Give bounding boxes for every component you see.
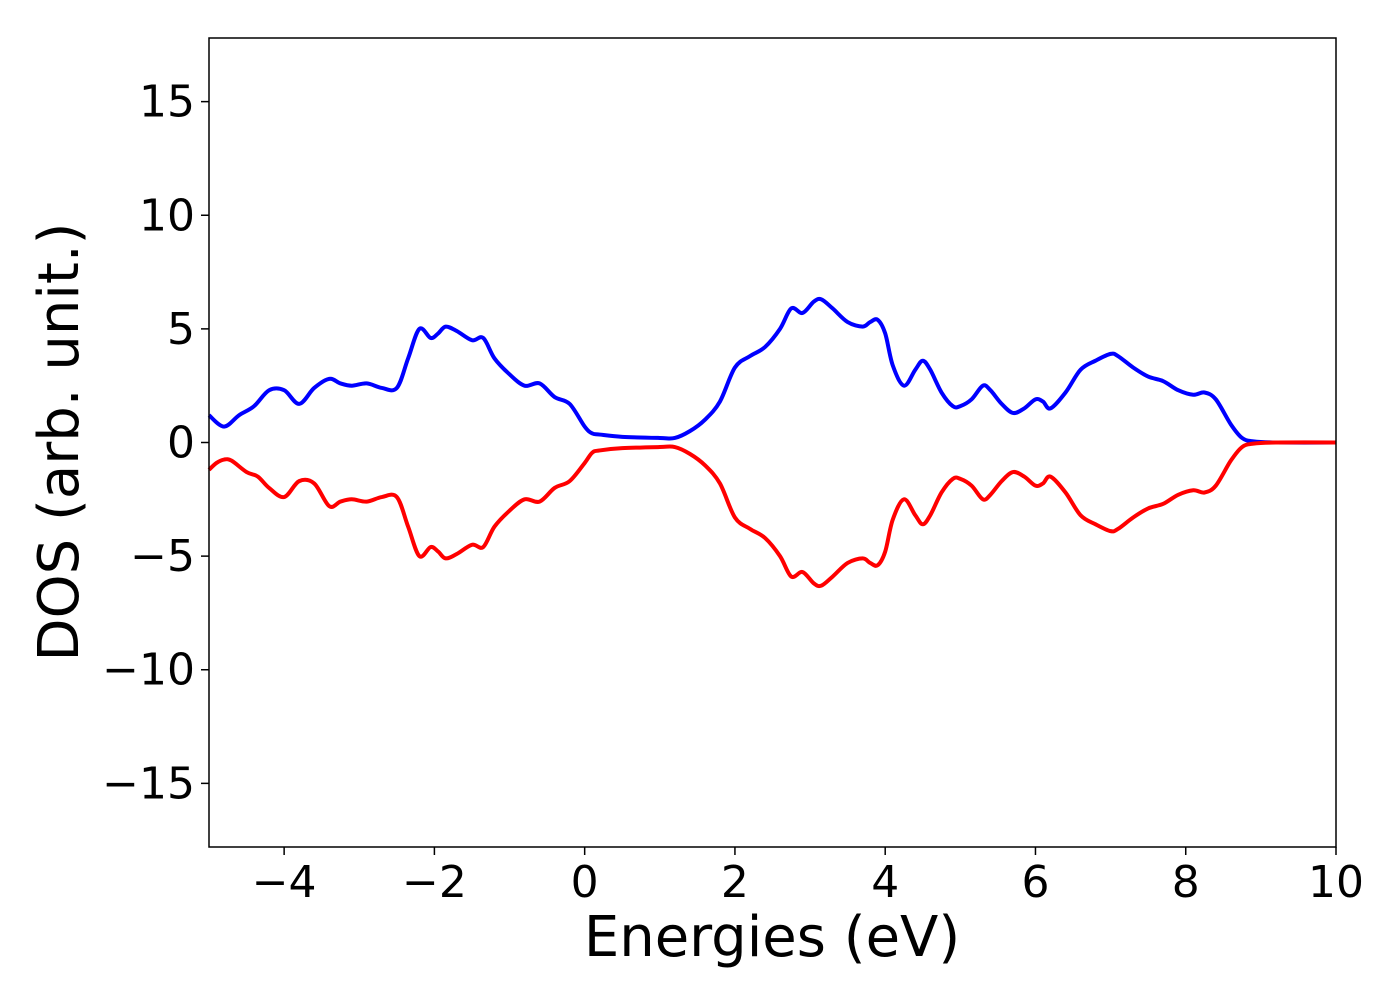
y-tick-label: 5 (167, 304, 195, 355)
x-tick-label: 10 (1308, 857, 1364, 908)
y-tick-label: −10 (102, 645, 195, 696)
y-tick-label: 15 (139, 77, 195, 128)
y-tick-label: −5 (130, 531, 195, 582)
y-axis-title: DOS (arb. unit.) (27, 222, 92, 661)
y-tick-label: 0 (167, 418, 195, 469)
y-tick-label: 10 (139, 190, 195, 241)
x-tick-label: 6 (1021, 857, 1049, 908)
y-tick-label: −15 (102, 758, 195, 809)
x-tick-label: −4 (252, 857, 317, 908)
x-tick-label: −2 (402, 857, 467, 908)
series-line-spin-up (207, 296, 1337, 445)
x-tick-label: 2 (721, 857, 749, 908)
y-axis-ticks: 15 10 5 0 −5 −10 −15 (102, 77, 209, 809)
x-tick-label: 8 (1172, 857, 1200, 908)
series-layer (207, 296, 1337, 589)
series-line-spin-down (207, 440, 1337, 589)
x-axis-ticks: −4 −2 0 2 4 6 8 10 (252, 847, 1364, 908)
x-tick-label: 0 (571, 857, 599, 908)
x-tick-label: 4 (871, 857, 899, 908)
x-axis-title: Energies (eV) (584, 905, 960, 970)
